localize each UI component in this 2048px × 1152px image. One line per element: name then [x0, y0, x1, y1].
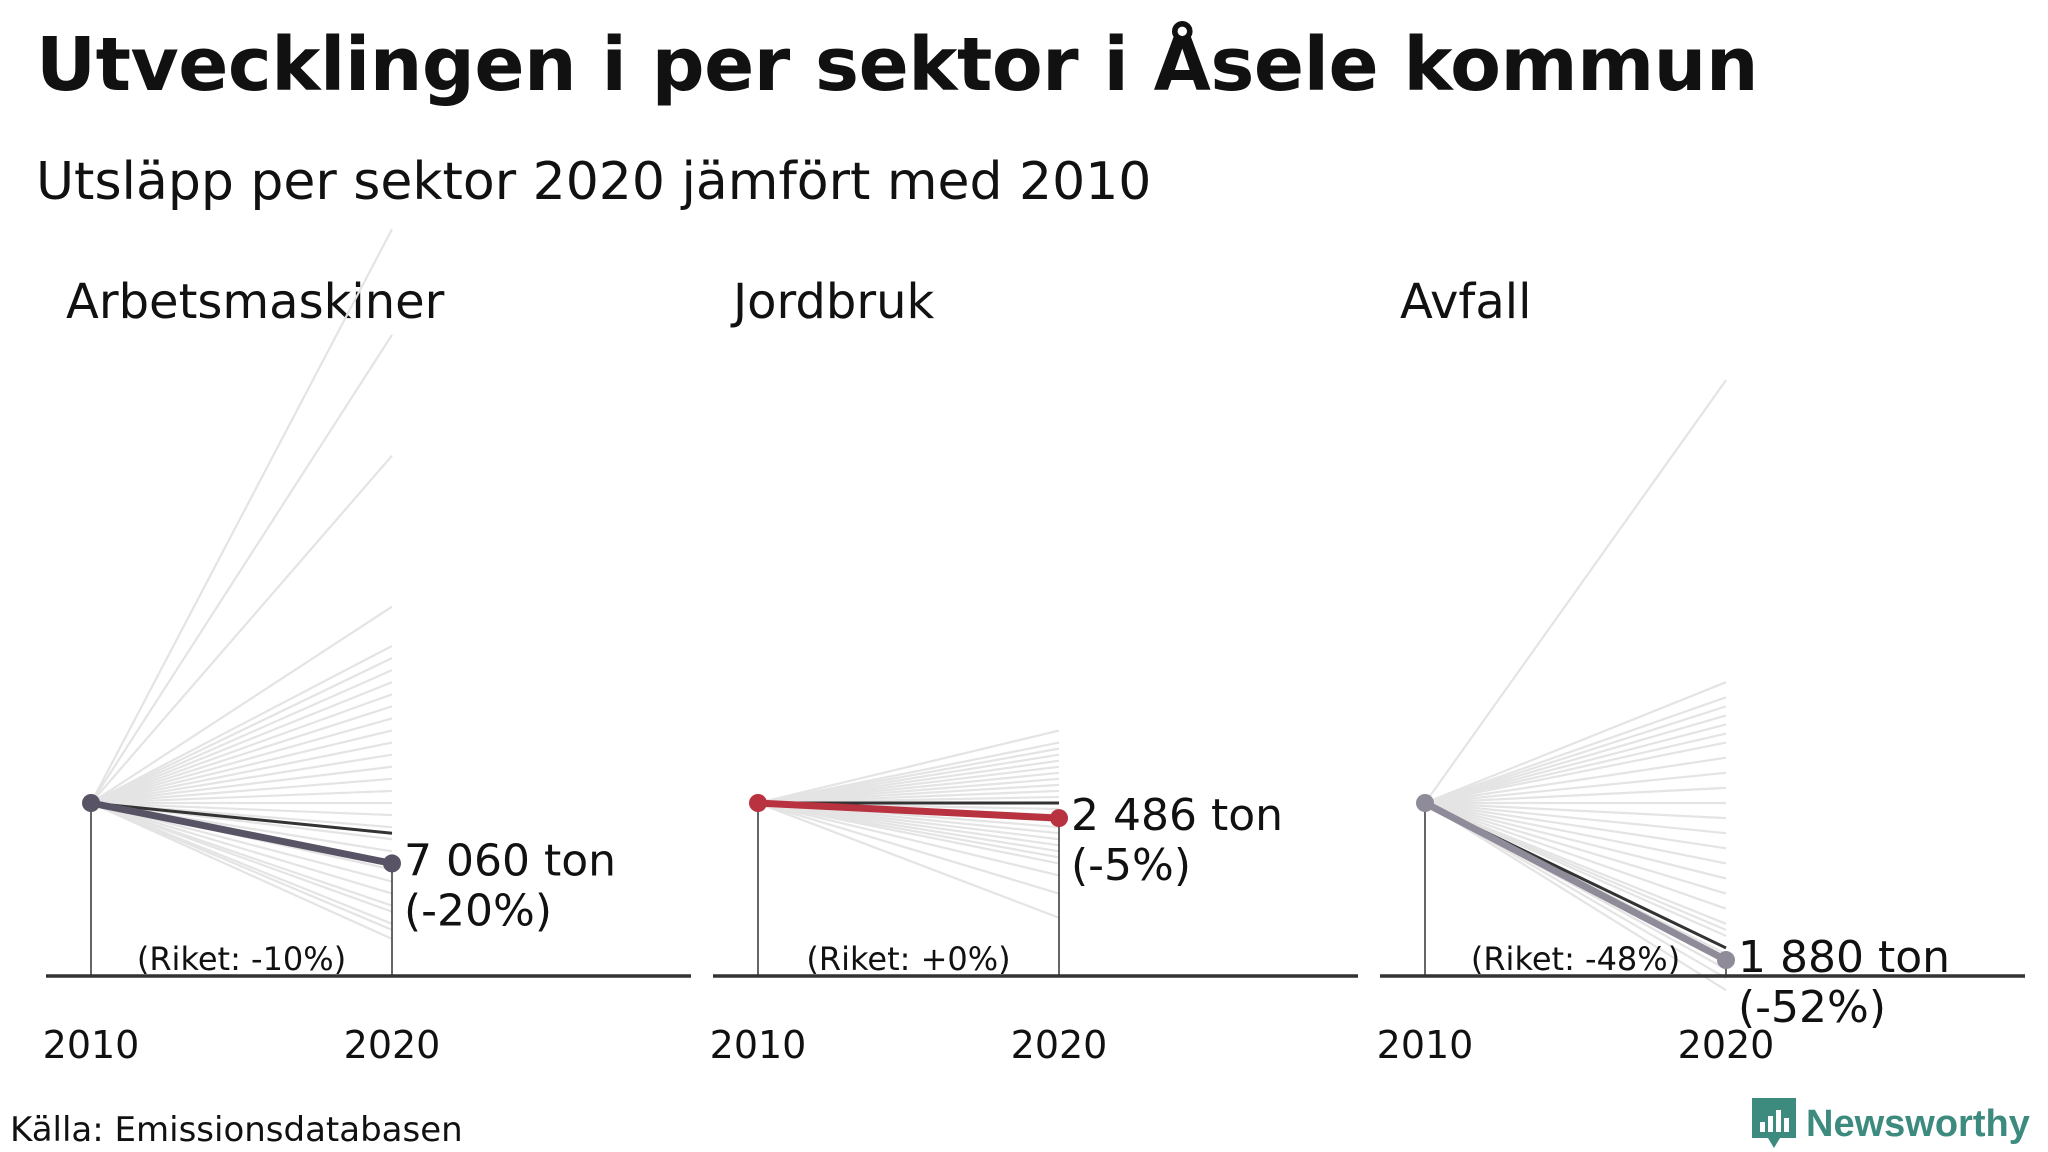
background-line	[757, 801, 1060, 877]
background-line	[90, 228, 393, 804]
background-line	[1424, 801, 1727, 820]
background-line	[1424, 771, 1727, 805]
brand-logo: Newsworthy	[1752, 1098, 2030, 1150]
x-tick-label: 2010	[1377, 1023, 1474, 1067]
background-line	[90, 669, 393, 805]
background-line	[1424, 801, 1727, 937]
background-line	[90, 693, 393, 805]
panel-2: Jordbruk 2 486 ton(-5%) (Riket: +0%) 2010 20…	[710, 274, 1358, 1067]
change-label: (-52%)	[1738, 982, 1886, 1033]
background-line	[90, 334, 393, 804]
background-line	[90, 729, 393, 805]
background-line	[1424, 801, 1727, 835]
background-line	[1424, 786, 1727, 805]
point-2020	[1050, 809, 1068, 828]
source-note: Källa: Emissionsdatabasen	[10, 1110, 463, 1150]
background-line	[90, 801, 393, 940]
background-line	[90, 657, 393, 804]
background-line	[1424, 379, 1727, 804]
x-tick-label: 2020	[1678, 1023, 1775, 1067]
x-tick-label: 2010	[710, 1023, 807, 1067]
background-line	[1424, 714, 1727, 805]
series-line	[754, 799, 1063, 822]
panel-title: Arbetsmaskiner	[66, 274, 445, 330]
background-line	[90, 644, 393, 804]
background-line	[1424, 732, 1727, 805]
x-tick-label: 2020	[344, 1023, 441, 1067]
background-line	[90, 801, 393, 817]
background-line	[90, 753, 393, 805]
value-label: 7 060 ton	[404, 835, 616, 886]
panel-1: Arbetsmaskiner 7 060 ton(-20%) (Riket: -10…	[43, 228, 691, 1067]
brand-name: Newsworthy	[1806, 1102, 2030, 1145]
panel-title: Jordbruk	[730, 274, 935, 330]
value-label: 2 486 ton	[1071, 790, 1283, 841]
point-2020	[1717, 951, 1735, 970]
change-label: (-5%)	[1071, 840, 1191, 891]
background-line	[90, 789, 393, 805]
background-line	[90, 741, 393, 805]
background-line	[1424, 681, 1727, 805]
background-line	[90, 801, 393, 913]
x-tick-label: 2010	[43, 1023, 140, 1067]
background-line	[90, 605, 393, 804]
point-2010	[749, 794, 767, 812]
national-line	[90, 801, 393, 835]
chart-title: Utvecklingen i per sektor i Åsele kommun	[36, 22, 1759, 108]
national-label: (Riket: +0%)	[806, 940, 1010, 978]
national-label: (Riket: -48%)	[1471, 940, 1680, 978]
point-2010	[82, 794, 100, 812]
series-line	[87, 799, 396, 867]
background-line	[90, 454, 393, 804]
background-line	[90, 777, 393, 805]
background-line	[1424, 801, 1727, 850]
background-line	[1424, 723, 1727, 805]
background-line	[90, 765, 393, 805]
change-label: (-20%)	[404, 885, 552, 936]
background-line	[757, 729, 1060, 805]
background-line	[1424, 801, 1727, 910]
background-line	[90, 705, 393, 805]
chart-subtitle: Utsläpp per sektor 2020 jämfört med 2010	[36, 152, 1152, 212]
point-2010	[1416, 794, 1434, 812]
national-label: (Riket: -10%)	[137, 940, 346, 978]
background-line	[1424, 705, 1727, 805]
background-line	[757, 801, 1060, 895]
background-line	[1424, 801, 1727, 865]
panel-title: Avfall	[1400, 274, 1531, 330]
point-2020	[383, 854, 401, 873]
background-line	[90, 717, 393, 805]
background-line	[1424, 696, 1727, 805]
background-line	[1424, 801, 1727, 895]
background-line	[90, 681, 393, 805]
series-line	[1421, 799, 1730, 964]
background-line	[1424, 802, 1727, 992]
background-line	[1424, 756, 1727, 805]
background-line	[757, 801, 1060, 919]
newsworthy-logo-icon	[1752, 1098, 1796, 1148]
background-line	[757, 801, 1060, 865]
background-line	[90, 801, 393, 931]
background-line	[90, 801, 393, 895]
background-line	[1424, 801, 1727, 880]
x-tick-label: 2020	[1011, 1023, 1108, 1067]
background-line	[1424, 741, 1727, 805]
